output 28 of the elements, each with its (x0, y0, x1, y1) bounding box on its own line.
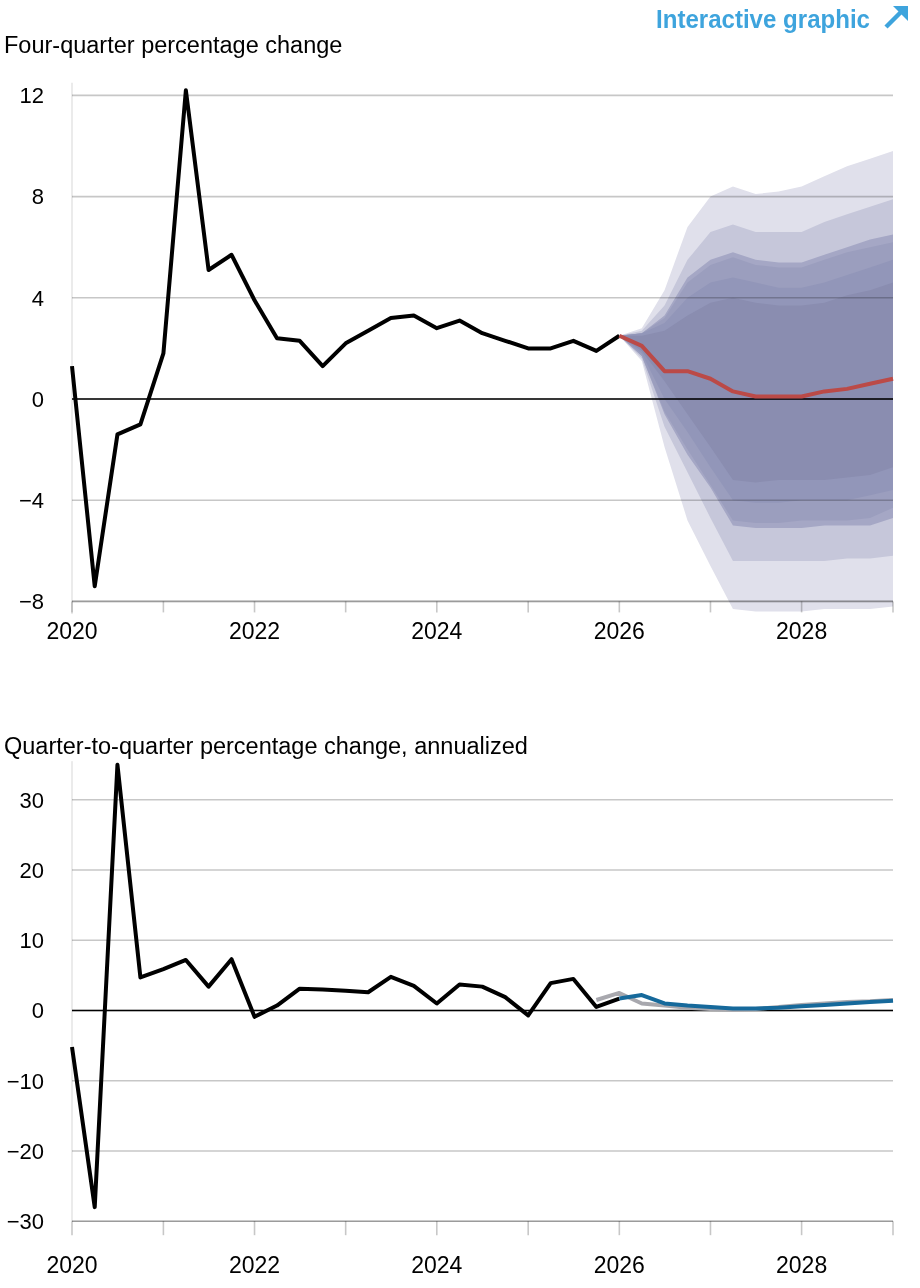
x-tick-label: 2028 (776, 618, 828, 645)
y-tick-label: −4 (18, 488, 44, 513)
y-tick-label: 20 (19, 857, 44, 883)
x-tick-label: 2024 (411, 618, 463, 645)
x-tick-label: 2020 (46, 618, 98, 645)
line-series (617, 333, 895, 399)
y-tick-label: −30 (6, 1208, 44, 1234)
y-tick-label: 8 (31, 184, 44, 210)
line-series (617, 993, 895, 1011)
x-tick-label: 2026 (593, 618, 645, 645)
y-tick-label: 30 (19, 787, 44, 813)
y-tick-label: 4 (31, 285, 44, 311)
x-tick-label: 2022 (228, 618, 281, 645)
y-axis-title: Quarter-to-quarter percentage change, annualized (4, 733, 528, 759)
y-tick-label: 12 (19, 83, 44, 109)
x-tick-label: 2020 (46, 1252, 98, 1279)
y-tick-label: −20 (6, 1138, 44, 1164)
text: Interactive graphic (656, 4, 888, 34)
x-tick-label: 2024 (411, 1252, 463, 1279)
x-tick-label: 2026 (593, 1252, 645, 1279)
y-axis-title: Four-quarter percentage change (4, 32, 343, 58)
x-tick-label: 2022 (228, 1252, 281, 1279)
y-tick-label: 0 (31, 998, 44, 1024)
y-tick-label: 0 (31, 386, 44, 412)
x-tick-label: 2028 (776, 1252, 828, 1279)
y-tick-label: 10 (19, 928, 44, 954)
y-tick-label: −10 (6, 1068, 44, 1094)
y-tick-label: −8 (18, 589, 44, 615)
